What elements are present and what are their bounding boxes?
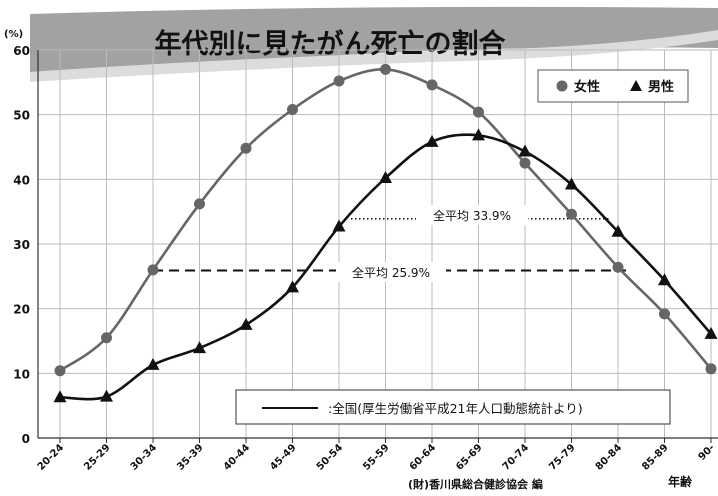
chart-title: 年代別に見たがん死亡の割合: [155, 28, 506, 60]
male-data-point: [704, 326, 718, 339]
female-data-point: [147, 264, 159, 276]
legend: 女性 男性: [537, 69, 689, 103]
female-data-point: [659, 308, 670, 320]
female-data-point: [54, 365, 66, 377]
male-data-point: [239, 317, 253, 330]
x-tick-label: 30-34: [129, 442, 159, 472]
female-data-point: [612, 261, 624, 273]
male-data-point: [658, 273, 671, 286]
series-markers: [53, 63, 718, 403]
y-tick-label: 40: [13, 173, 30, 187]
gridlines: [38, 49, 718, 438]
x-tick-label: 80-84: [594, 442, 624, 472]
legend-female-label: 女性: [574, 79, 600, 95]
y-tick-label: 60: [13, 44, 30, 58]
female-data-point: [473, 106, 484, 118]
male-data-point: [100, 389, 113, 402]
male-data-point: [53, 390, 67, 403]
female-data-point: [380, 63, 391, 75]
x-tick-labels: 20-24 25-29 30-34 35-39 40-44 45-49 50-54 55-59…: [36, 442, 717, 472]
source-credit: (財)香川県総合健診協会 編: [408, 477, 543, 491]
male-data-point: [379, 171, 392, 184]
title-banner: [30, 6, 718, 75]
female-data-point: [333, 75, 345, 87]
x-tick-label: 40-44: [222, 442, 252, 472]
annotation-bg-upper: [416, 205, 528, 225]
axes: [37, 50, 718, 443]
y-tick-label: 10: [13, 367, 30, 381]
x-tick-label: 35-39: [175, 442, 205, 472]
male-data-point: [565, 177, 578, 190]
y-axis-unit: (%): [4, 29, 23, 40]
female-data-point: [566, 208, 577, 220]
x-tick-label: 85-89: [640, 442, 670, 472]
y-tick-labels: 0 10 20 30 40 50 60: [13, 44, 30, 446]
x-tick-label: 25-29: [82, 442, 112, 472]
female-data-point: [194, 198, 205, 210]
annotation-upper: 全平均 33.9%: [433, 208, 511, 223]
x-tick-label: 90-: [697, 442, 718, 463]
female-data-point: [101, 332, 112, 344]
female-data-point: [705, 363, 717, 375]
legend-male-label: 男性: [648, 79, 674, 95]
x-tick-label: 70-74: [501, 442, 531, 472]
male-data-point: [286, 280, 299, 293]
legend-male-marker: [630, 80, 642, 91]
x-tick-label: 75-79: [547, 442, 577, 472]
y-tick-label: 0: [22, 432, 30, 446]
x-tick-label: 45-49: [268, 442, 298, 472]
male-data-point: [518, 144, 532, 157]
annotation-bg-lower: [336, 262, 446, 282]
male-data-point: [611, 224, 625, 237]
note-text: :全国(厚生労働省平成21年人口動態統計より): [328, 401, 583, 416]
female-data-point: [426, 79, 438, 91]
x-tick-label: 50-54: [315, 442, 345, 472]
y-tick-label: 30: [13, 238, 30, 252]
x-tick-label: 60-64: [408, 442, 438, 472]
y-tick-label: 50: [13, 109, 30, 123]
legend-female-marker: [556, 80, 568, 92]
y-tick-label: 20: [13, 303, 30, 317]
title-banner-highlight: [30, 30, 718, 82]
male-data-point: [332, 219, 346, 232]
female-data-point: [519, 157, 531, 169]
x-axis-label: 年齢: [668, 474, 693, 489]
male-data-point: [425, 134, 439, 147]
male-data-point: [193, 341, 206, 354]
female-data-point: [240, 142, 252, 154]
x-tick-label: 55-59: [361, 442, 391, 472]
x-tick-label: 20-24: [36, 442, 66, 472]
source-note: :全国(厚生労働省平成21年人口動態統計より): [235, 389, 671, 425]
x-tick-label: 65-69: [454, 442, 484, 472]
male-data-point: [146, 357, 160, 370]
female-data-point: [287, 103, 298, 115]
annotation-lower: 全平均 25.9%: [352, 265, 430, 280]
male-data-point: [472, 128, 485, 141]
